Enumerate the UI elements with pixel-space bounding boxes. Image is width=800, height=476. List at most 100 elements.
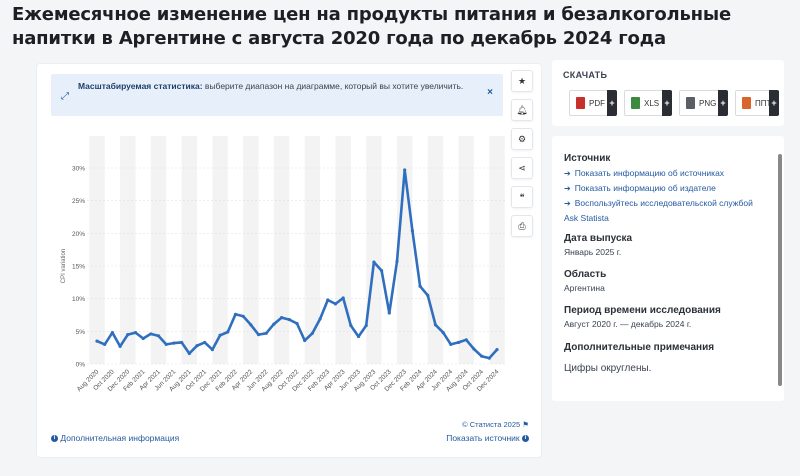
source-heading: Источник <box>564 153 611 164</box>
grid-band <box>150 136 167 364</box>
star-icon[interactable]: ★ <box>511 70 533 92</box>
quote-icon[interactable]: ❝ <box>511 186 533 208</box>
period-heading: Период времени исследования <box>564 305 721 316</box>
data-point <box>310 331 314 335</box>
data-point <box>403 168 407 172</box>
data-point <box>380 268 384 273</box>
plus-icon: + <box>718 90 728 116</box>
download-card: СКАЧАТЬ PDF + XLS + PNG + ППТ + <box>552 60 784 126</box>
show-source-link[interactable]: Показать источник i <box>446 433 529 443</box>
info-icon: i <box>522 435 529 443</box>
source-info-link[interactable]: ➔ Показать информацию об источниках <box>564 168 725 178</box>
copyright: © Статиста 2025 ⚑ <box>462 420 529 429</box>
more-info-link[interactable]: i Дополнительная информация <box>51 433 179 443</box>
data-point <box>187 351 191 356</box>
data-point <box>295 321 299 326</box>
banner-text: выберите диапазон на диаграмме, который … <box>202 81 464 91</box>
data-point <box>172 341 176 345</box>
grid-band <box>458 136 474 364</box>
data-point <box>264 331 268 335</box>
png-file-icon <box>686 97 695 109</box>
data-point <box>495 348 499 352</box>
data-point <box>210 348 214 352</box>
data-point <box>287 317 291 322</box>
pdf-file-icon <box>576 97 585 109</box>
data-point <box>341 296 345 300</box>
bell-icon[interactable]: 🔔︎ <box>511 99 533 121</box>
data-point <box>456 340 461 345</box>
data-point <box>149 332 153 336</box>
share-icon[interactable]: ⋖ <box>511 157 533 179</box>
banner-bold: Масштабируемая статистика: <box>78 81 203 91</box>
data-point <box>395 259 399 264</box>
data-point <box>272 322 276 326</box>
data-point <box>95 339 99 343</box>
data-point <box>280 316 284 320</box>
scrollbar[interactable] <box>778 154 782 386</box>
data-point <box>480 354 484 358</box>
data-point <box>372 260 376 264</box>
grid-band <box>489 136 505 364</box>
download-xls-button[interactable]: XLS + <box>624 90 672 116</box>
release-value: Январь 2025 г. <box>564 247 622 257</box>
ask-statista-link[interactable]: Ask Statista <box>564 213 609 223</box>
region-value: Аргентина <box>564 283 605 293</box>
data-point <box>203 340 207 345</box>
y-tick-label: 25% <box>72 198 85 205</box>
grid-band <box>273 136 290 364</box>
data-point <box>233 312 238 316</box>
grid-band <box>89 136 105 364</box>
grid-band <box>212 136 228 364</box>
data-point <box>349 323 353 328</box>
data-point <box>326 298 330 302</box>
data-point <box>118 344 122 348</box>
meta-card: Источник ➔ Показать информацию об источни… <box>552 136 784 401</box>
data-point <box>133 331 138 335</box>
y-tick-label: 20% <box>72 231 85 238</box>
ppt-file-icon <box>742 97 751 109</box>
flag-icon: ⚑ <box>522 420 529 429</box>
arrow-right-icon: ➔ <box>564 169 571 178</box>
download-png-button[interactable]: PNG + <box>679 90 728 116</box>
download-ppt-button[interactable]: ППТ + <box>735 90 779 116</box>
data-point <box>433 323 438 327</box>
data-point <box>487 356 491 360</box>
data-point <box>241 314 245 318</box>
research-service-link[interactable]: ➔ Воспользуйтесь исследовательской службо… <box>564 198 753 208</box>
notes-value: Цифры округлены. <box>564 363 652 374</box>
data-point <box>180 340 184 345</box>
data-point <box>449 342 453 346</box>
data-point <box>303 338 307 343</box>
gear-icon[interactable]: ⚙ <box>511 128 533 150</box>
data-point <box>141 336 145 341</box>
plus-icon: + <box>607 90 617 116</box>
data-point <box>249 323 253 327</box>
data-point <box>426 293 430 297</box>
page-title: Ежемесячное изменение цен на продукты пи… <box>12 4 731 49</box>
download-pdf-button[interactable]: PDF + <box>569 90 617 116</box>
y-tick-label: 0% <box>76 362 86 369</box>
release-heading: Дата выпуска <box>564 233 633 244</box>
data-point <box>441 331 445 335</box>
y-axis-label: CPI variation <box>61 249 67 283</box>
info-banner: ⤢ Масштабируемая статистика: выберите ди… <box>51 74 503 116</box>
period-value: Август 2020 г. — декабрь 2024 г. <box>564 319 692 329</box>
arrow-right-icon: ➔ <box>564 199 571 208</box>
data-point <box>356 334 361 339</box>
zoom-icon: ⤢ <box>61 91 69 102</box>
data-point <box>103 342 107 346</box>
data-point <box>256 333 261 337</box>
plus-icon: + <box>662 90 672 116</box>
plus-icon: + <box>769 90 779 116</box>
print-icon[interactable]: ⎙ <box>511 215 533 237</box>
data-point <box>333 302 338 306</box>
y-tick-label: 30% <box>72 166 85 173</box>
grid-band <box>243 136 259 364</box>
y-tick-label: 10% <box>72 296 85 303</box>
data-point <box>156 334 161 338</box>
publisher-info-link[interactable]: ➔ Показать информацию об издателе <box>564 183 716 193</box>
info-icon: i <box>51 435 58 443</box>
close-icon[interactable]: × <box>487 87 493 98</box>
grid-band <box>181 136 197 364</box>
